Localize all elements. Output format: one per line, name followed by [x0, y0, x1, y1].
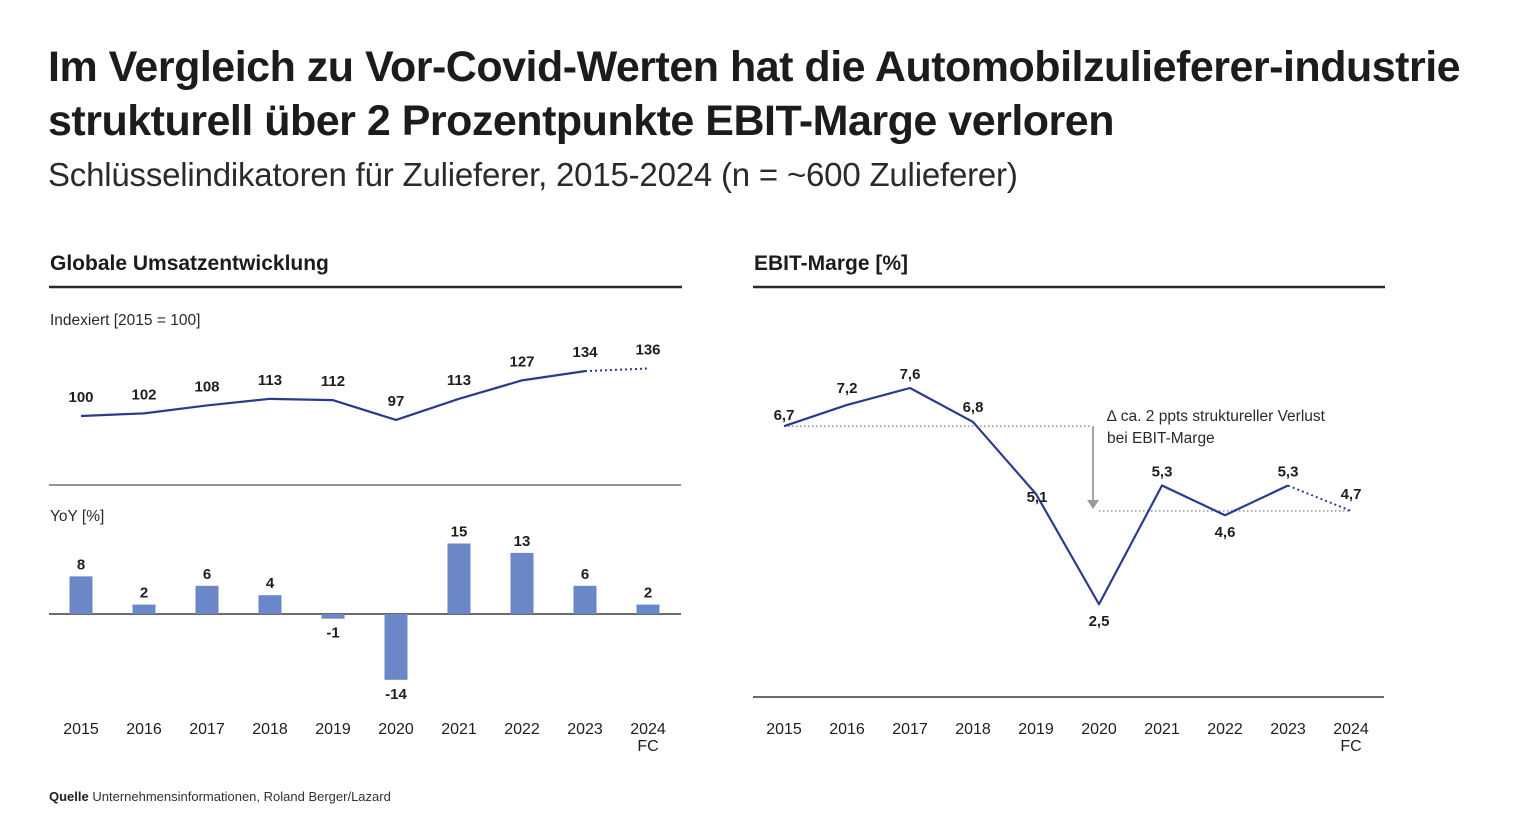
yoy-bar [384, 614, 408, 680]
ebit-data-label: 5,1 [1027, 489, 1048, 506]
yoy-data-label: -14 [385, 686, 407, 703]
index-data-label: 108 [194, 378, 219, 395]
index-data-label: 100 [68, 389, 93, 406]
annotation-line-1: ∆ ca. 2 ppts struktureller Verlust [1107, 408, 1326, 425]
source-note: Quelle Unternehmensinformationen, Roland… [49, 789, 391, 804]
index-data-label: 97 [388, 393, 405, 410]
index-data-label: 102 [131, 386, 156, 403]
panel-title-ebit: EBIT-Marge [%] [754, 252, 909, 275]
x-tick-label: 2020 [1081, 721, 1117, 738]
ebit-line-series: 6,7 7,2 7,6 6,8 5,1 2,5 5,3 4,6 5,3 4,7 [774, 366, 1362, 630]
yoy-bar [636, 604, 660, 614]
source-text: Unternehmensinformationen, Roland Berger… [92, 789, 391, 804]
index-line-series: 100 102 108 113 112 97 113 127 134 136 [68, 341, 661, 422]
x-tick-label: 2024 [1333, 721, 1369, 738]
index-data-label: 113 [447, 372, 471, 389]
ebit-data-label: 6,7 [774, 407, 795, 424]
ebit-data-label: 4,7 [1341, 486, 1362, 503]
x-tick-label: 2017 [892, 721, 928, 738]
yoy-bar [447, 543, 471, 614]
x-tick-label: 2022 [504, 721, 540, 738]
source-label: Quelle [49, 789, 89, 804]
yoy-data-label: 13 [514, 533, 531, 550]
panel-title-revenue: Globale Umsatzentwicklung [50, 252, 329, 275]
index-line-forecast [584, 367, 649, 373]
yoy-data-label: -1 [326, 625, 339, 642]
x-tick-sublabel: FC [637, 738, 658, 755]
index-chart-label: Indexiert [2015 = 100] [50, 312, 200, 329]
x-tick-label: 2018 [252, 721, 288, 738]
yoy-bar [69, 576, 93, 614]
index-data-label: 112 [321, 373, 345, 390]
x-tick-label: 2018 [955, 721, 991, 738]
index-data-label: 136 [635, 341, 660, 358]
index-data-label: 113 [258, 372, 282, 389]
annotation-line-2: bei EBIT-Marge [1107, 430, 1215, 447]
x-tick-label: 2017 [189, 721, 225, 738]
revenue-x-axis: 2015 2016 2017 2018 2019 2020 2021 2022 2023 2024… [63, 721, 666, 755]
yoy-data-label: 6 [203, 566, 211, 583]
yoy-bar [321, 614, 345, 619]
ebit-data-label: 7,2 [837, 380, 858, 397]
yoy-bar [195, 585, 219, 614]
yoy-data-label: 2 [644, 585, 652, 602]
x-tick-label: 2015 [766, 721, 802, 738]
page-subtitle: Schlüsselindikatoren für Zulieferer, 201… [48, 156, 1018, 193]
ebit-data-label: 4,6 [1215, 524, 1236, 541]
yoy-bar-series: 8 2 6 4 -1 -14 15 13 6 2 [49, 524, 681, 703]
index-line-solid [80, 370, 586, 422]
ebit-line-forecast [1287, 484, 1352, 512]
yoy-bar [573, 585, 597, 614]
ebit-reference-lines [784, 425, 1351, 512]
index-data-label: 134 [572, 344, 598, 361]
yoy-bar [510, 552, 534, 614]
x-tick-label: 2024 [630, 721, 666, 738]
ebit-data-label: 5,3 [1278, 464, 1299, 481]
ebit-data-label: 2,5 [1089, 613, 1110, 630]
yoy-data-label: 15 [451, 524, 468, 541]
delta-arrow-head-icon [1087, 499, 1099, 509]
x-tick-label: 2021 [1144, 721, 1180, 738]
x-tick-label: 2016 [829, 721, 865, 738]
yoy-chart-label: YoY [%] [50, 508, 104, 525]
x-tick-label: 2023 [1270, 721, 1306, 738]
x-tick-label: 2015 [63, 721, 99, 738]
ebit-data-label: 7,6 [900, 366, 921, 383]
index-data-label: 127 [509, 353, 534, 370]
yoy-bar [132, 604, 156, 614]
yoy-data-label: 6 [581, 566, 589, 583]
x-tick-label: 2021 [441, 721, 477, 738]
yoy-data-label: 8 [77, 556, 85, 573]
ebit-data-label: 5,3 [1152, 464, 1173, 481]
x-tick-label: 2023 [567, 721, 603, 738]
ebit-data-label: 6,8 [963, 399, 984, 416]
page-title: Im Vergleich zu Vor-Covid-Werten hat die… [48, 43, 1461, 145]
yoy-data-label: 4 [266, 575, 275, 592]
ebit-line-solid [783, 386, 1289, 606]
x-tick-label: 2016 [126, 721, 162, 738]
x-tick-label: 2019 [1018, 721, 1054, 738]
yoy-bar [258, 595, 282, 614]
x-tick-label: 2019 [315, 721, 351, 738]
yoy-data-label: 2 [140, 585, 148, 602]
x-tick-label: 2022 [1207, 721, 1243, 738]
ebit-x-axis: 2015 2016 2017 2018 2019 2020 2021 2022 2023 2024… [766, 721, 1369, 755]
x-tick-sublabel: FC [1340, 738, 1361, 755]
x-tick-label: 2020 [378, 721, 414, 738]
